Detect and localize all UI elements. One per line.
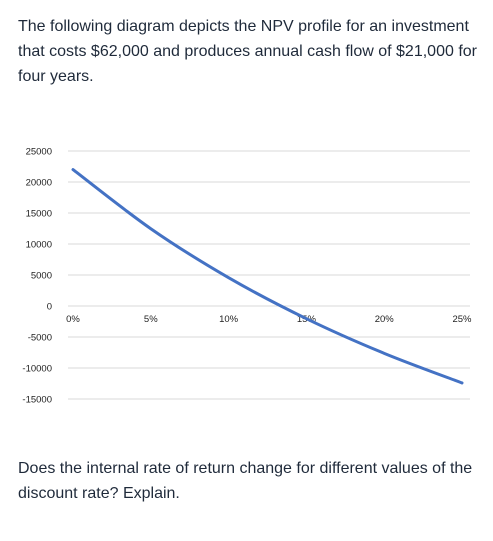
question-intro: The following diagram depicts the NPV pr…	[18, 18, 477, 85]
y-tick-label: -10000	[22, 364, 52, 375]
x-tick-label: 10%	[219, 314, 239, 325]
question-prompt: Does the internal rate of return change …	[18, 460, 473, 502]
x-tick-label: 5%	[144, 314, 158, 325]
npv-series-line	[71, 168, 464, 385]
x-tick-label: 20%	[375, 314, 395, 325]
y-tick-label: 5000	[31, 271, 52, 282]
y-tick-label: -15000	[22, 395, 52, 406]
npv-profile-chart: 25000 20000 15000 10000 5000 0 -5000 -10000 -150…	[0, 130, 493, 420]
gridlines	[68, 150, 470, 400]
x-tick-label: 25%	[452, 314, 472, 325]
y-tick-label: -5000	[28, 333, 52, 344]
x-axis-ticks: 0% 5% 10% 15% 20% 25%	[66, 314, 472, 325]
chart-svg: 25000 20000 15000 10000 5000 0 -5000 -10000 -150…	[22, 147, 472, 406]
y-axis-ticks: 25000 20000 15000 10000 5000 0 -5000 -10000 -150…	[22, 147, 52, 406]
y-tick-label: 0	[47, 302, 52, 313]
y-tick-label: 15000	[26, 209, 52, 220]
y-tick-label: 20000	[26, 178, 52, 189]
y-tick-label: 10000	[26, 240, 52, 251]
y-tick-label: 25000	[26, 147, 52, 158]
x-tick-label: 0%	[66, 314, 80, 325]
series-layer	[71, 168, 464, 385]
